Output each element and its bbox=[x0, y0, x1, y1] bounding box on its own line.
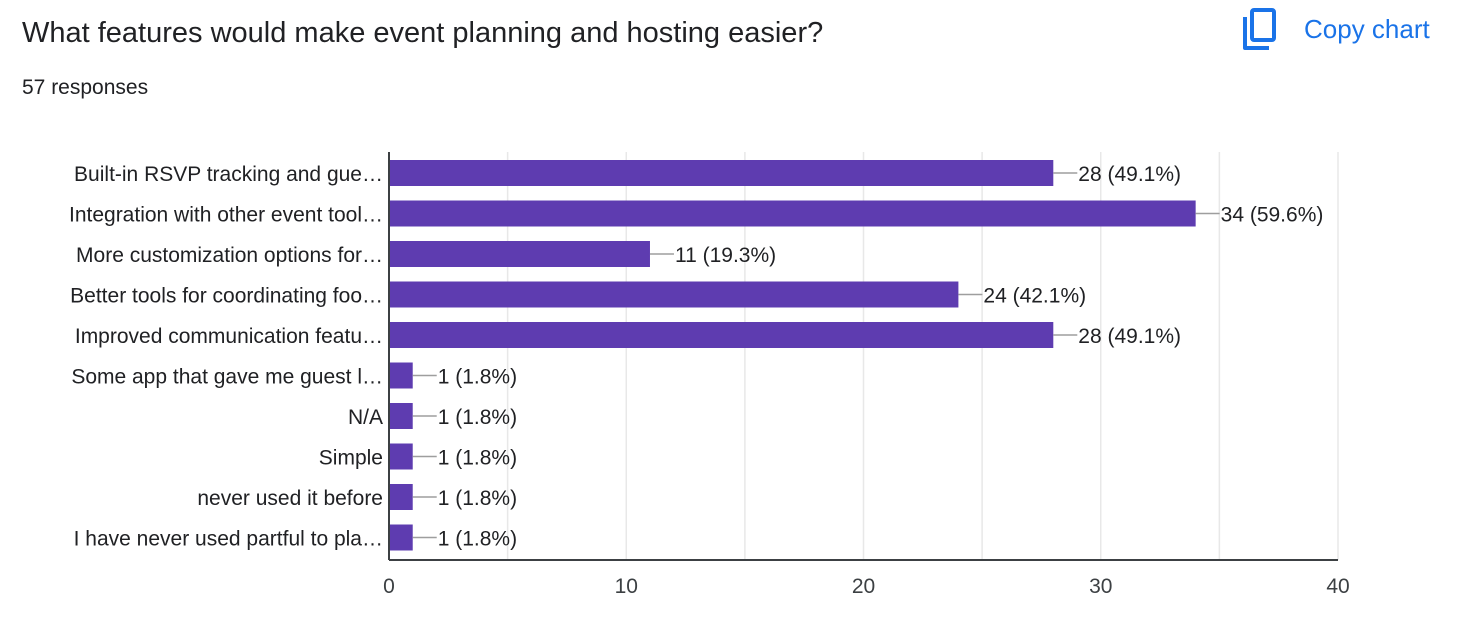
data-label: 34 (59.6%) bbox=[1221, 204, 1324, 227]
data-label: 28 (49.1%) bbox=[1078, 163, 1181, 186]
bar bbox=[389, 484, 413, 510]
category-label: N/A bbox=[348, 406, 383, 429]
x-tick-label: 40 bbox=[1326, 575, 1349, 598]
x-tick-label: 0 bbox=[383, 575, 395, 598]
question-title: What features would make event planning … bbox=[22, 17, 824, 49]
bar bbox=[389, 241, 650, 267]
category-label: Some app that gave me guest l… bbox=[71, 366, 383, 389]
bar bbox=[389, 160, 1054, 186]
bar bbox=[389, 443, 413, 470]
data-label: 11 (19.3%) bbox=[675, 244, 776, 267]
category-label: I have never used partful to pla… bbox=[74, 528, 383, 551]
x-tick-label: 30 bbox=[1089, 575, 1112, 598]
data-label: 1 (1.8%) bbox=[438, 447, 517, 470]
data-label: 1 (1.8%) bbox=[438, 406, 517, 429]
data-label: 1 (1.8%) bbox=[438, 528, 517, 551]
copy-chart-button[interactable]: Copy chart bbox=[1240, 6, 1430, 52]
bar bbox=[389, 403, 413, 429]
x-tick-label: 20 bbox=[852, 575, 875, 598]
bar bbox=[389, 524, 413, 551]
category-label: Simple bbox=[319, 447, 383, 470]
category-label: Built-in RSVP tracking and gue… bbox=[74, 163, 383, 186]
category-label: Improved communication featu… bbox=[75, 325, 383, 348]
category-label: Integration with other event tool… bbox=[69, 204, 383, 227]
data-label: 24 (42.1%) bbox=[983, 285, 1086, 308]
category-label: never used it before bbox=[197, 487, 383, 510]
copy-icon bbox=[1240, 6, 1280, 52]
data-label: 1 (1.8%) bbox=[438, 487, 517, 510]
category-label: Better tools for coordinating foo… bbox=[70, 285, 383, 308]
bar bbox=[389, 362, 413, 389]
copy-chart-label: Copy chart bbox=[1304, 13, 1430, 44]
category-label: More customization options for… bbox=[76, 244, 383, 267]
bar bbox=[389, 322, 1054, 348]
bar bbox=[389, 281, 959, 308]
response-count: 57 responses bbox=[22, 76, 149, 99]
data-label: 1 (1.8%) bbox=[438, 366, 517, 389]
data-label: 28 (49.1%) bbox=[1078, 325, 1181, 348]
bar bbox=[389, 200, 1196, 227]
x-tick-label: 10 bbox=[615, 575, 638, 598]
